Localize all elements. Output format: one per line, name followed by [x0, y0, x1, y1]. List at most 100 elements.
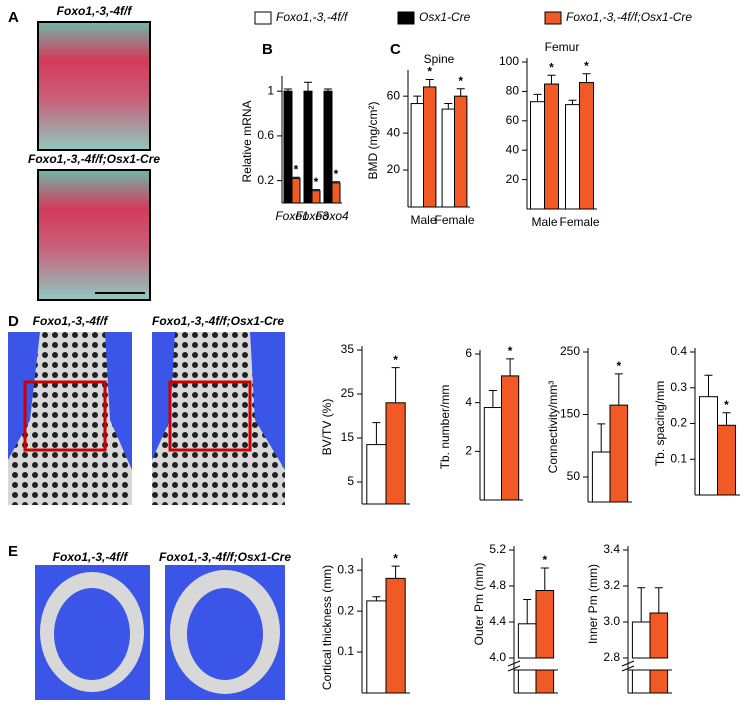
bar	[311, 190, 321, 204]
roi-box	[23, 380, 107, 452]
bar	[423, 86, 437, 208]
bar	[454, 95, 468, 208]
error-bar	[444, 103, 453, 110]
bone	[8, 332, 132, 505]
error-bar	[568, 99, 577, 105]
error-bar	[533, 93, 542, 102]
bar	[323, 90, 333, 204]
y-axis-label: BV/TV (%)	[320, 399, 334, 456]
y-tick-label: 3.4	[603, 542, 620, 556]
y-tick-label: 1	[267, 83, 274, 97]
significance-label: *	[393, 551, 398, 565]
error-bar	[540, 567, 549, 591]
y-tick-label: 4.8	[489, 578, 506, 592]
error-bar	[722, 412, 731, 426]
error-bar	[597, 423, 606, 452]
chart-title: Femur	[545, 40, 580, 54]
legend-label: Osx1-Cre	[419, 10, 471, 24]
y-tick-label: 40	[506, 142, 520, 156]
bar	[385, 577, 406, 694]
significance-label: *	[584, 59, 589, 73]
significance-label: *	[294, 162, 299, 176]
error-bar	[324, 88, 332, 92]
bar	[291, 177, 301, 204]
significance-label: *	[724, 398, 729, 412]
image-label: Foxo1,-3,-4f/f	[57, 4, 133, 18]
y-axis-label: Cortical thickness (mm)	[320, 565, 334, 690]
significance-label: *	[616, 359, 621, 373]
x-tick-label: Foxo3	[295, 209, 329, 223]
bar	[544, 83, 559, 210]
bar	[303, 90, 313, 204]
y-tick-label: 3.2	[603, 578, 620, 592]
error-bar	[523, 599, 532, 624]
bar	[631, 621, 651, 659]
error-bar	[391, 367, 400, 403]
significance-label: *	[427, 65, 432, 79]
y-tick-label: 5	[347, 474, 354, 488]
legend-swatch	[397, 11, 415, 25]
significance-label: *	[549, 60, 554, 74]
y-tick-label: 100	[499, 54, 519, 68]
image-label: Foxo1,-3,-4f/f;Osx1-Cre	[159, 550, 291, 564]
y-tick-label: 50	[567, 469, 581, 483]
legend-swatch	[544, 11, 562, 25]
y-tick-label: 6	[465, 346, 472, 360]
marrow	[187, 588, 263, 680]
y-tick-label: 20	[506, 172, 520, 186]
y-axis-label: Connectivity/mm³	[546, 381, 560, 474]
chart-title: Spine	[424, 52, 455, 66]
significance-label: *	[508, 344, 513, 358]
bar-stub	[649, 669, 669, 694]
image-label: Foxo1,-3,-4f/f;Osx1-Cre	[28, 152, 160, 166]
y-tick-label: 2.8	[603, 650, 620, 664]
y-axis-label: Inner Pm (mm)	[586, 564, 600, 644]
error-bar	[284, 88, 292, 92]
y-tick-label: 0.1	[670, 451, 687, 465]
y-tick-label: 150	[560, 407, 580, 421]
x-tick-label: Male	[531, 215, 557, 229]
error-bar	[292, 176, 300, 179]
bar	[699, 396, 718, 496]
error-bar	[614, 373, 623, 406]
error-bar	[413, 95, 422, 104]
significance-label: *	[458, 74, 463, 88]
error-bar	[582, 73, 591, 83]
bar	[649, 612, 669, 659]
error-bar	[332, 181, 340, 183]
significance-label: *	[542, 553, 547, 567]
error-bar	[372, 422, 381, 445]
y-axis-label: Tb. number/mm	[438, 385, 452, 470]
bar	[366, 600, 387, 694]
y-axis-label: BMD (mg/cm²)	[366, 102, 380, 180]
bar-stub	[517, 669, 537, 694]
bar	[385, 402, 406, 505]
axis-break	[621, 660, 635, 672]
bar	[717, 424, 736, 496]
y-tick-label: 20	[387, 162, 401, 176]
y-tick-label: 35	[341, 342, 355, 356]
histology-image	[37, 21, 151, 151]
error-bar	[372, 596, 381, 601]
bar	[501, 375, 520, 501]
y-tick-label: 0.2	[257, 173, 274, 187]
error-bar	[456, 88, 465, 97]
panel-label: A	[8, 9, 19, 26]
y-tick-label: 5.2	[489, 542, 506, 556]
bar	[331, 182, 341, 204]
error-bar	[312, 189, 320, 191]
legend-label: Foxo1,-3,-4f/f	[276, 10, 349, 24]
y-axis-label: Tb. spacing/mm	[653, 381, 667, 466]
bone	[152, 332, 285, 505]
legend-swatch	[254, 11, 272, 25]
error-bar	[704, 374, 713, 397]
panel-label: B	[262, 41, 273, 58]
y-tick-label: 3.0	[603, 614, 620, 628]
x-tick-label: Foxo1	[275, 209, 308, 223]
y-tick-label: 25	[341, 386, 355, 400]
error-bar	[304, 81, 312, 92]
image-label: Foxo1,-3,-4f/f;Osx1-Cre	[152, 314, 284, 328]
significance-label: *	[314, 175, 319, 189]
y-tick-label: 4.0	[489, 650, 506, 664]
